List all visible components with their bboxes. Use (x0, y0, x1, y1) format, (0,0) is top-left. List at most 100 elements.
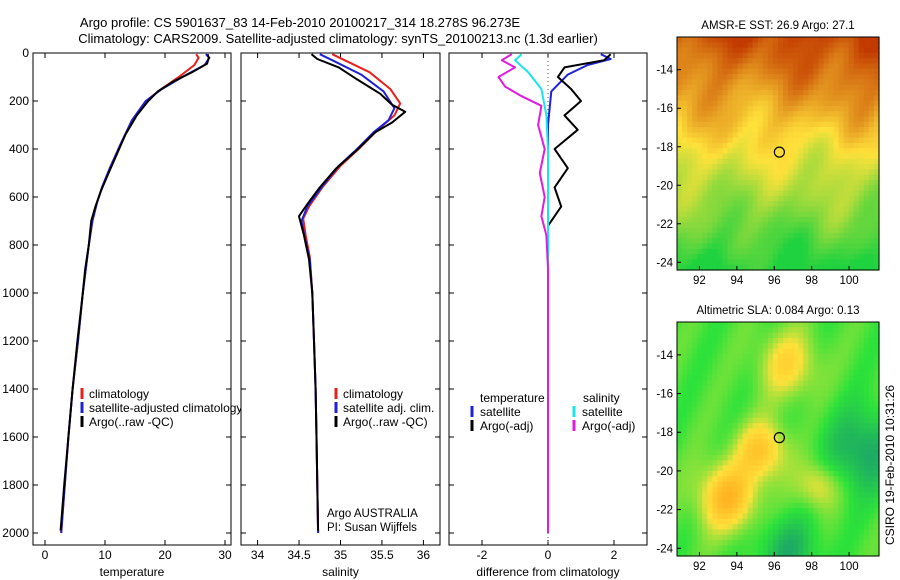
sst-map-cell (707, 132, 713, 139)
sla-map-cell (702, 476, 708, 483)
sst-map-cell (682, 206, 688, 213)
sla-map-cell (702, 465, 708, 472)
sst-map-cell (873, 116, 880, 123)
sst-map-cell (772, 79, 779, 86)
sla-map-cell (868, 385, 875, 392)
sla-map-cell (742, 449, 749, 456)
sst-map-cell (828, 89, 835, 96)
sla-map-cell (772, 550, 779, 557)
sst-map-cell (732, 264, 739, 271)
sst-map-cell (838, 158, 845, 165)
sst-map-cell (707, 105, 713, 112)
sst-map-cell (692, 217, 698, 223)
sla-map-cell (687, 534, 693, 541)
sla-map-cell (853, 401, 860, 408)
sla-map-cell (788, 524, 794, 531)
sla-map-cell (838, 364, 845, 371)
sla-map-cell (702, 508, 708, 515)
sst-map-cell (697, 100, 703, 107)
temperature-xtick-label: 30 (218, 548, 232, 562)
sst-map-cell (762, 95, 769, 102)
sla-map-cell (727, 401, 734, 408)
sla-map-cell (762, 502, 769, 509)
sst-map-cell (727, 232, 734, 239)
sst-map-cell (868, 238, 875, 245)
sst-map-cell (737, 174, 744, 181)
sla-map-cell (722, 454, 729, 461)
temperature-ytick-label: 1600 (2, 430, 29, 444)
sla-map-cell (737, 497, 744, 504)
sst-map-cell (853, 179, 860, 186)
sla-map-cell (798, 529, 804, 536)
sla-map-cell (853, 529, 860, 536)
sla-map-cell (762, 407, 769, 414)
sst-map-cell (783, 79, 789, 86)
sla-map-cell (727, 369, 734, 376)
sla-map-cell (808, 529, 814, 536)
sla-map-cell (863, 433, 870, 440)
sst-map-cell (752, 132, 759, 139)
sla-map-cell (788, 550, 794, 557)
sla-map-cell (752, 391, 759, 398)
sla-map-cell (803, 486, 809, 493)
sst-map-ytick-label: -24 (656, 257, 673, 269)
sst-map-cell (803, 179, 809, 186)
sla-map-cell (838, 369, 845, 376)
sst-map-cell (692, 132, 698, 139)
sst-map-cell (702, 42, 708, 49)
sla-map-cell (843, 343, 850, 350)
sst-map-cell (732, 47, 739, 54)
sla-map-cell (717, 401, 724, 408)
sst-map-cell (853, 153, 860, 160)
sla-map-cell (793, 492, 799, 499)
sst-map-cell (873, 174, 880, 181)
sla-map-cell (722, 449, 729, 456)
sst-map-cell (858, 63, 865, 70)
sla-map-cell (752, 508, 759, 515)
sla-map-cell (823, 518, 830, 525)
sla-map-cell (813, 407, 819, 414)
sla-map-cell (722, 486, 729, 493)
sst-map-cell (823, 211, 830, 218)
sla-map-cell (793, 364, 799, 371)
sla-map-cell (823, 332, 830, 339)
sla-map-cell (712, 401, 718, 408)
sla-map-cell (783, 385, 789, 392)
sst-map-cell (798, 179, 804, 186)
sla-map-cell (848, 481, 855, 488)
sla-map-cell (818, 492, 825, 499)
sla-map-cell (823, 497, 830, 504)
sla-map-cell (712, 322, 718, 328)
sla-map-cell (808, 524, 814, 531)
sla-map-cell (702, 417, 708, 424)
sla-map-cell (772, 465, 779, 472)
sla-map-cell (783, 513, 789, 520)
sst-map-cell (772, 148, 779, 155)
sst-map-cell (752, 179, 759, 186)
sla-map-cell (848, 428, 855, 435)
sla-map-cell (752, 375, 759, 382)
sst-map-cell (762, 111, 769, 118)
sst-map-cell (682, 142, 688, 149)
sla-map-cell (757, 359, 764, 366)
sla-map-cell (722, 481, 729, 488)
sla-map-cell (783, 545, 789, 552)
sla-map-cell (813, 529, 819, 536)
sla-map-cell (833, 412, 840, 419)
sst-map-cell (783, 132, 789, 139)
difference-xtick-label: 0 (545, 548, 552, 562)
sst-map-cell (858, 185, 865, 192)
sst-map-cell (712, 217, 718, 223)
sla-map-cell (717, 545, 724, 552)
sst-map-cell (793, 89, 799, 96)
sst-map-cell (843, 206, 850, 213)
sst-map-cell (848, 42, 855, 49)
sst-map-cell (747, 153, 754, 160)
sla-map-cell (692, 423, 698, 429)
sst-map-cell (737, 169, 744, 176)
sst-map-cell (813, 68, 819, 75)
sst-map-cell (752, 217, 759, 223)
sst-map-cell (813, 142, 819, 149)
sla-map-cell (762, 417, 769, 424)
sst-map-cell (772, 238, 779, 245)
